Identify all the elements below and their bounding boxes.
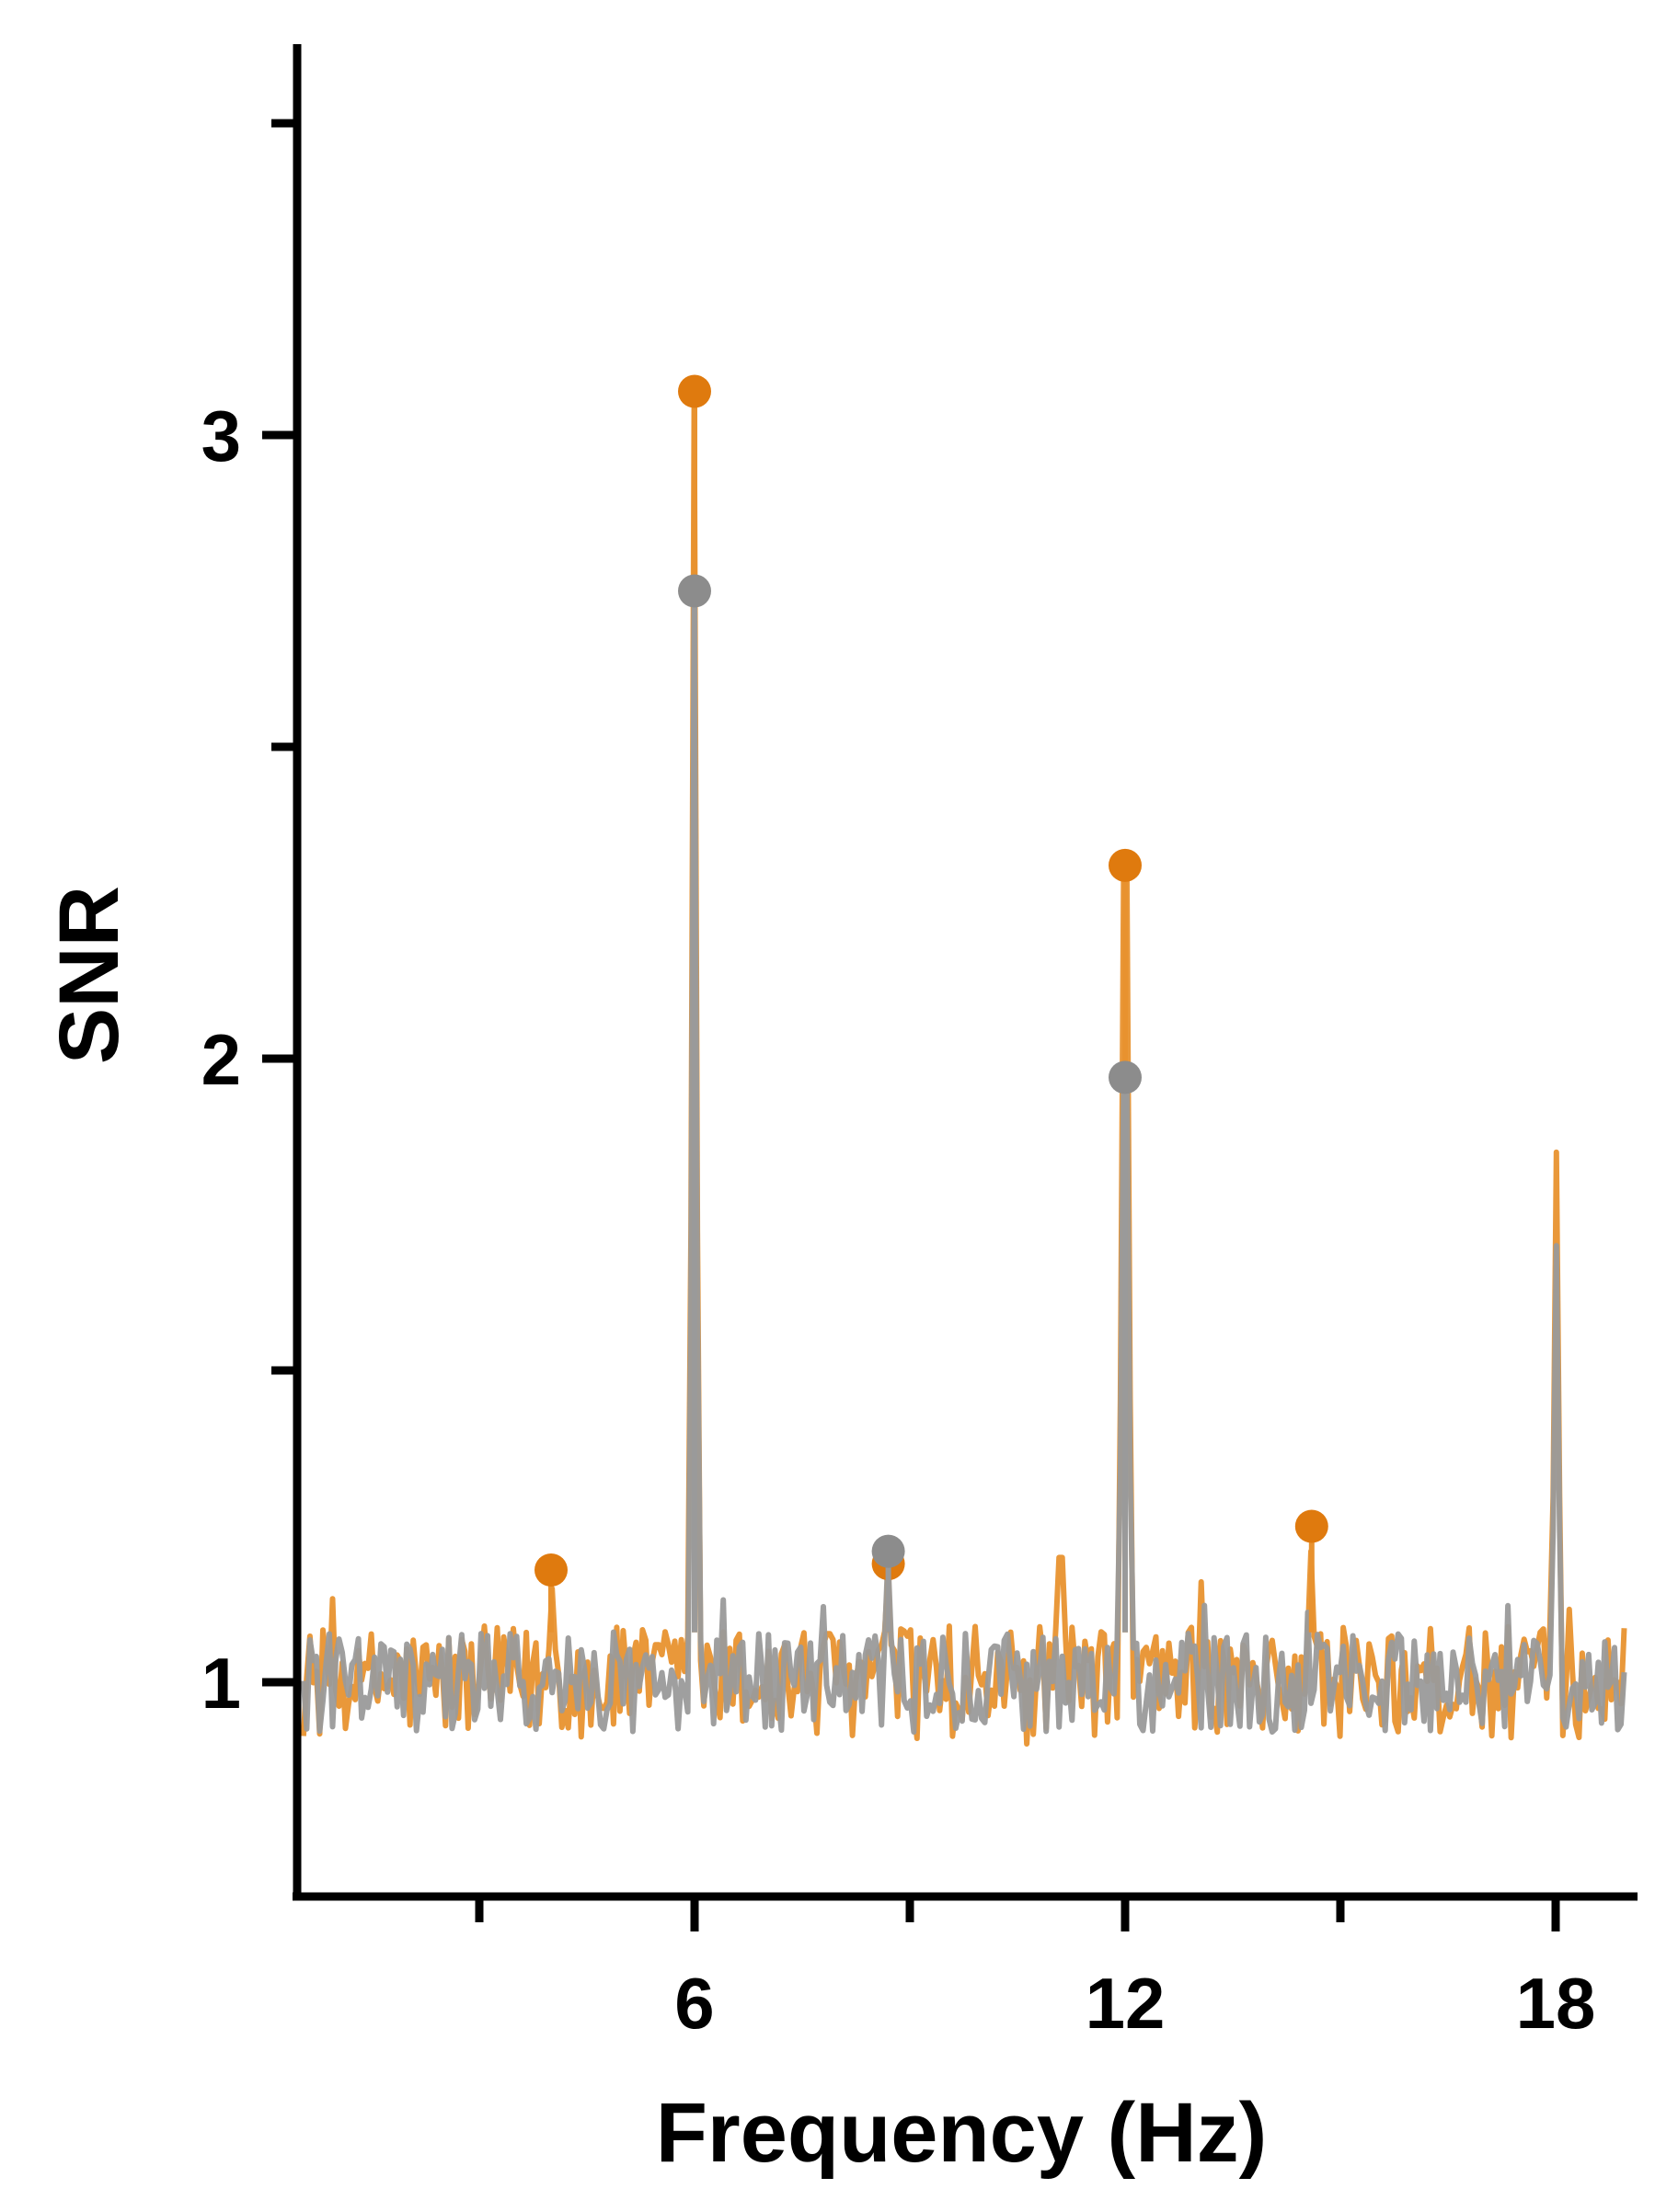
x-axis-title: Frequency (Hz) [656,2086,1268,2180]
y-axis-title: SNR [42,886,136,1064]
series-line-gray [300,588,1627,1735]
marker-point-gray-2 [1109,1060,1142,1095]
marker-point-orange-1 [678,374,711,408]
series-line-orange [300,388,1627,1747]
y-tick-label-3: 3 [201,395,241,476]
x-tick-label-12: 12 [1086,1963,1166,2044]
series-layer [300,388,1627,1747]
marker-point-gray-1 [678,574,711,608]
marker-point-gray-0 [871,1534,905,1568]
y-tick-label-1: 1 [201,1643,241,1724]
marker-point-orange-4 [1294,1509,1328,1543]
y-tick-label-2: 2 [201,1019,241,1100]
marker-layer [534,374,1328,1633]
x-tick-label-18: 18 [1516,1963,1596,2044]
marker-point-orange-3 [1109,848,1142,882]
x-tick-label-6: 6 [674,1963,714,2044]
marker-point-orange-0 [534,1553,568,1587]
